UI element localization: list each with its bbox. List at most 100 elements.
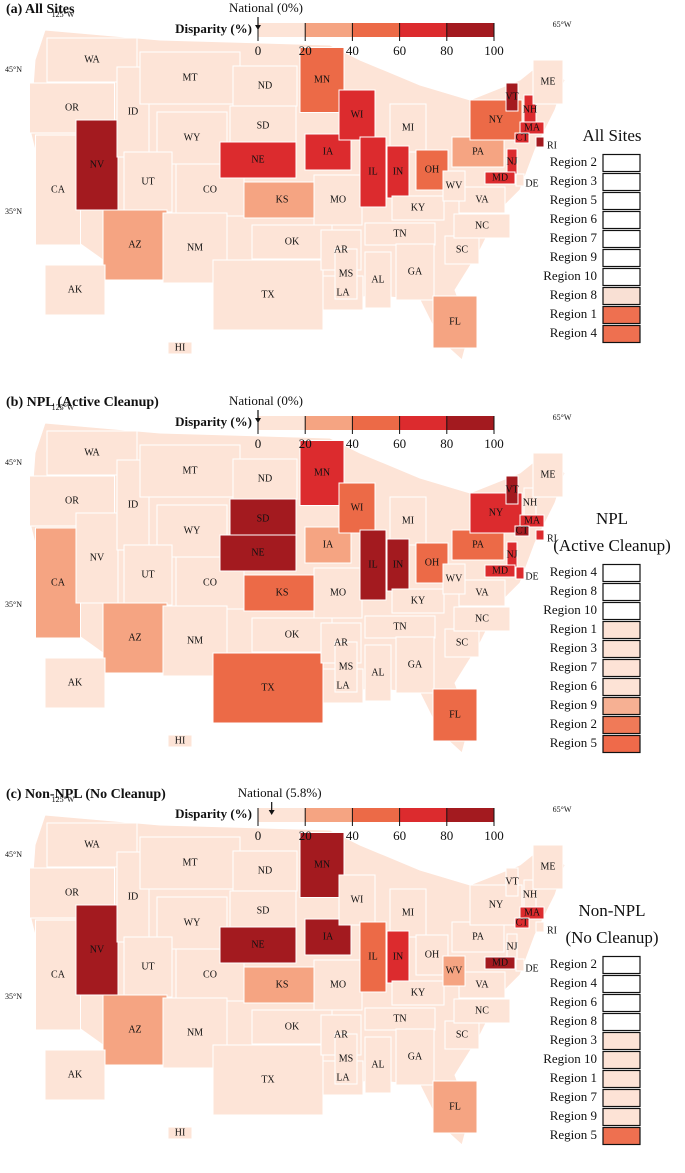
state-shape [519,121,545,135]
colorbar-tick-label: 60 [393,43,406,58]
state-label: TX [261,1074,275,1085]
state-label: WA [84,839,100,850]
colorbar-title: Disparity (%) [175,806,252,821]
state-shape [243,574,321,612]
colorbar-tick-label: 20 [299,828,312,843]
state-shape [458,579,506,607]
state-label: TN [393,228,406,239]
legend-label: Region 2 [550,956,597,971]
legend-label: Region 7 [550,1089,598,1104]
legend-swatch [602,1031,641,1051]
legend-label: Region 10 [543,602,597,617]
state-label: AK [68,1069,83,1080]
state-shape [359,136,387,208]
panel-title: (a) All Sites [6,2,75,17]
state-shape [102,602,168,674]
state-shape [139,51,241,105]
state-shape [391,980,445,1006]
state-label: IA [323,931,334,942]
state-label: IA [323,146,334,157]
legend-title: (No Cleanup) [565,928,658,947]
legend-swatch [602,582,641,602]
state-label: GA [408,659,423,670]
legend-label: Region 3 [550,173,597,188]
state-label: OK [285,1021,300,1032]
legend-swatch [602,639,641,659]
state-label: NC [475,1005,489,1016]
legend-label: Region 6 [550,678,598,693]
state-label: ID [128,106,139,117]
state-shape [338,874,376,926]
state-shape [532,59,564,105]
state-shape [359,529,387,601]
state-shape [532,452,564,498]
state-shape [251,1009,333,1045]
state-label: HI [175,1127,186,1138]
legend-label: Region 5 [550,735,597,750]
state-label: OK [285,629,300,640]
legend-swatch [602,1069,641,1089]
state-label: WI [351,502,364,513]
state-shape [444,235,480,265]
legend-swatch [602,1107,641,1127]
state-label: OH [425,557,439,568]
state-label: IN [393,559,404,570]
state-label: VT [505,876,518,887]
state-label: GA [408,1051,423,1062]
state-label: NC [475,220,489,231]
state-label: HI [175,735,186,746]
state-shape [442,170,466,202]
legend-label: Region 8 [550,583,597,598]
state-shape [432,688,478,742]
state-label: MT [183,72,198,83]
colorbar-tick-label: 0 [255,43,262,58]
colorbar-segment [305,416,353,430]
state-label: SD [257,513,270,524]
colorbar-segment [399,23,447,37]
state-label: UT [141,176,154,187]
state-label: NV [90,944,105,955]
state-label: MN [314,859,330,870]
state-shape [35,919,81,1031]
state-shape [162,212,228,284]
colorbar-tick-label: 20 [299,436,312,451]
state-shape [395,1028,435,1086]
state-shape [102,209,168,281]
colorbar-tick-label: 80 [440,436,453,451]
state-shape [243,966,321,1004]
legend-swatch [602,324,641,344]
legend-label: Region 9 [550,1108,597,1123]
state-shape [212,259,324,331]
legend-swatch [602,1050,641,1070]
state-shape [364,644,392,702]
legend-label: Region 5 [550,1127,597,1142]
state-label: RI [547,140,557,151]
map-panel: WA OR CA NV ID MT WY UT CO AZ NM ND SD NE KS OK TX MN IA MO… [5,0,642,361]
state-shape [313,174,363,226]
state-label: MO [330,194,346,205]
state-label: WA [84,54,100,65]
graticule-label: 65°W [553,805,572,814]
state-shape [484,564,516,578]
state-label: MO [330,587,346,598]
state-label: WV [446,965,463,976]
graticule-label: 45°N [5,458,22,467]
colorbar-segment [258,23,306,37]
state-label: VA [475,194,489,205]
state-label: UT [141,961,154,972]
state-label: UT [141,569,154,580]
state-label: LA [336,287,350,298]
national-arrowhead [255,418,261,423]
state-shape [219,926,297,964]
colorbar-tick-label: 20 [299,43,312,58]
state-label: HI [175,342,186,353]
state-shape [515,958,525,972]
state-shape [515,173,525,187]
state-label: IL [368,559,377,570]
state-shape [514,132,530,144]
state-shape [514,525,530,537]
colorbar-tick-label: 60 [393,436,406,451]
colorbar-tick-label: 40 [346,436,359,451]
